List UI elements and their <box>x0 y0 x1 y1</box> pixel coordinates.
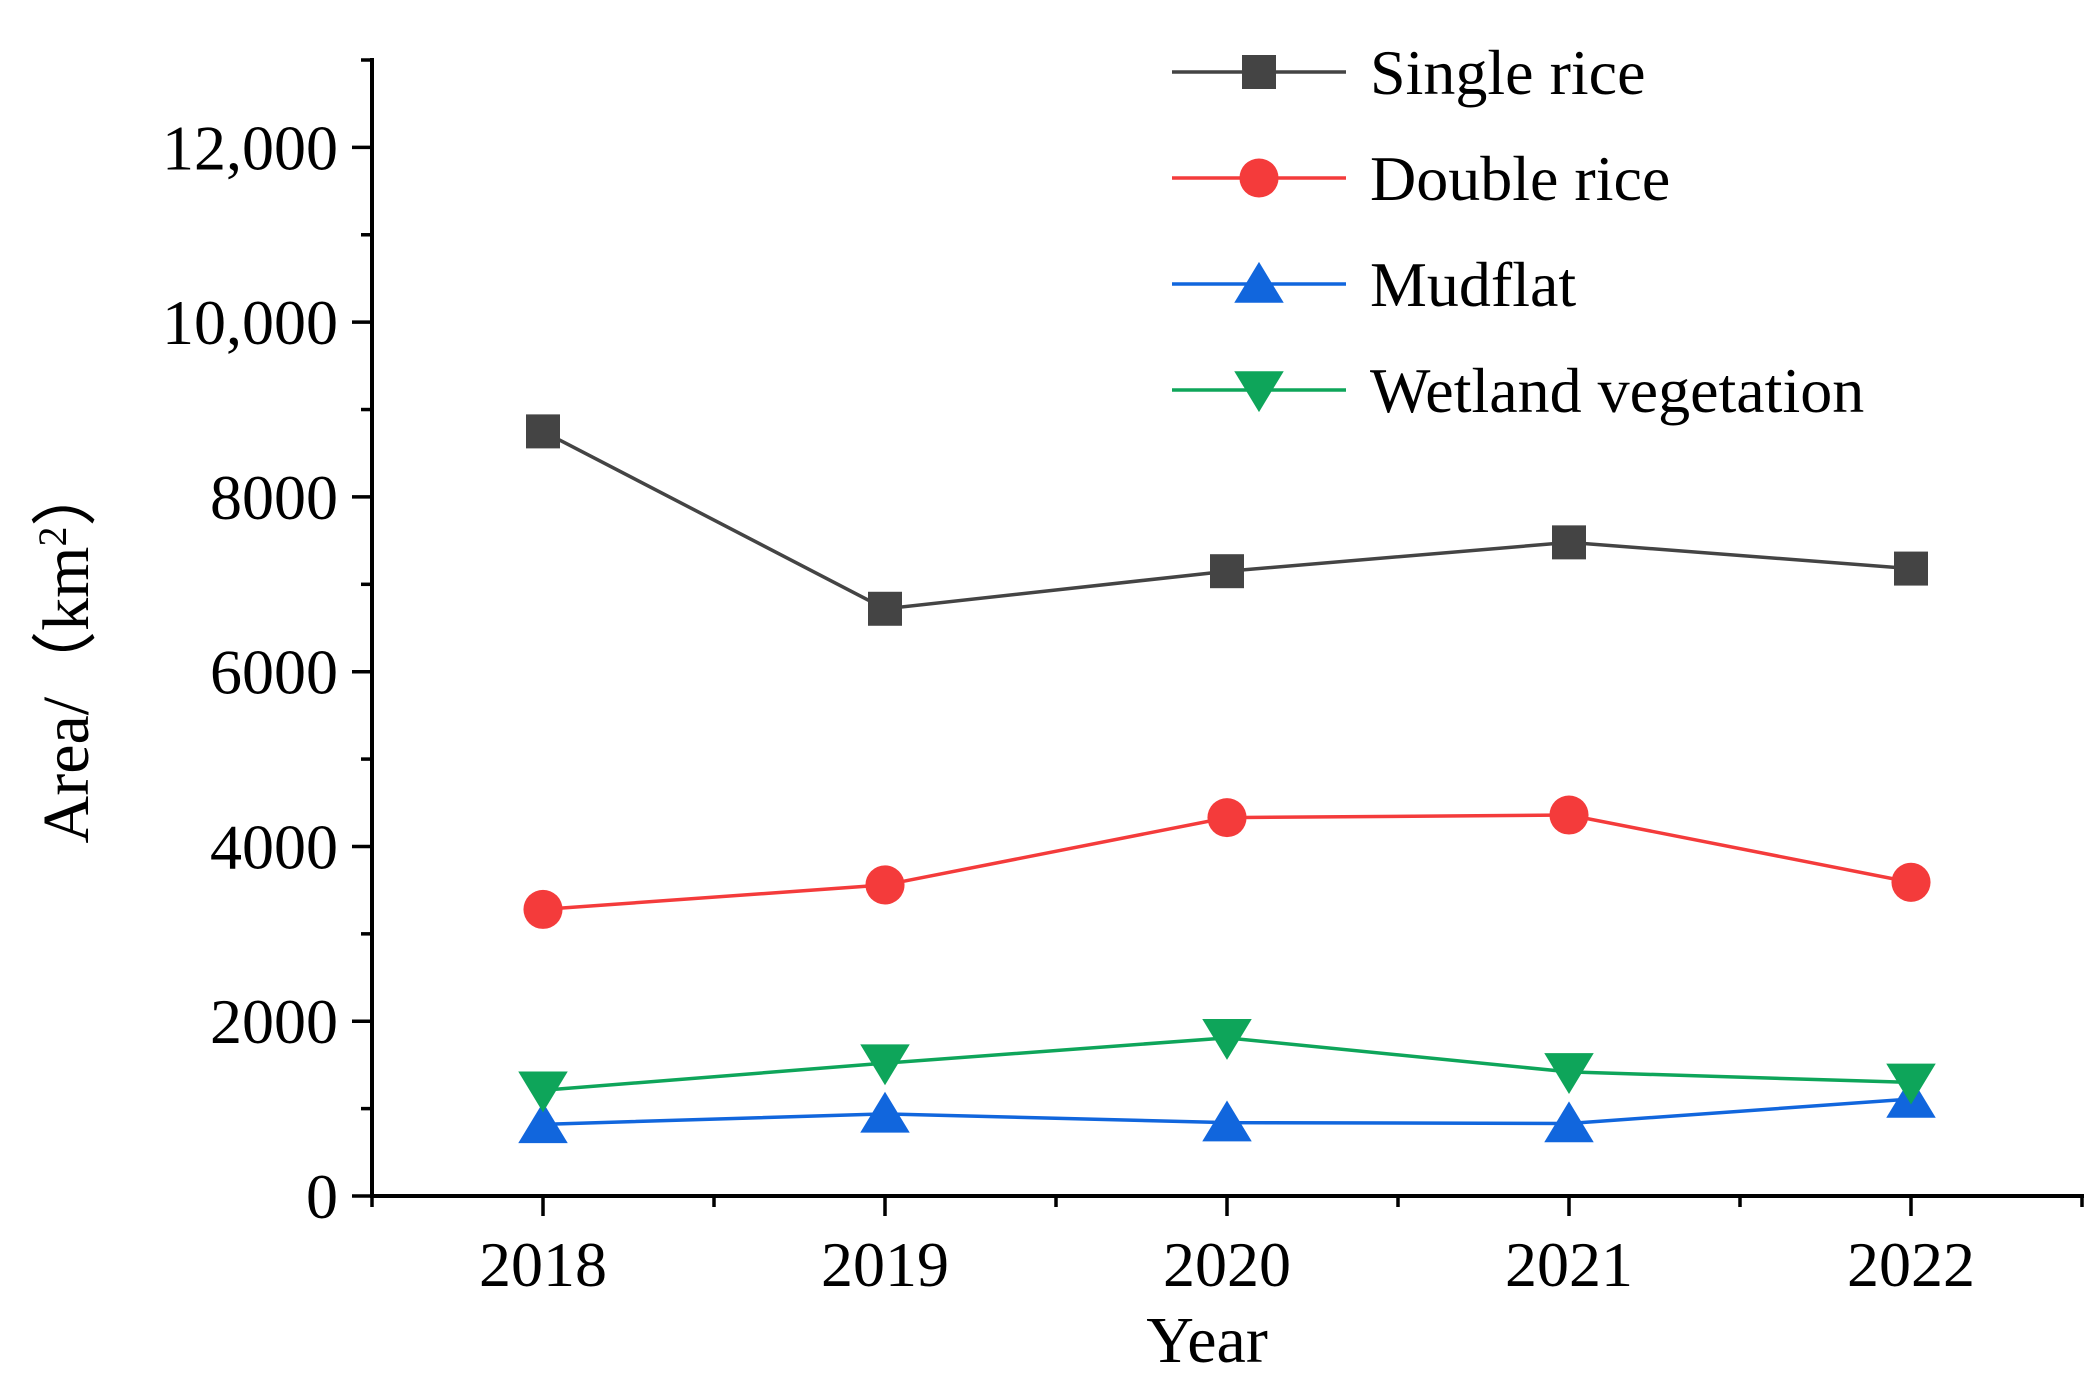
data-point <box>1202 1019 1252 1060</box>
legend-marker <box>1239 158 1279 198</box>
data-point <box>518 1102 568 1144</box>
y-tick-label: 6000 <box>210 637 338 708</box>
y-tick-label: 10,000 <box>162 287 338 358</box>
data-point <box>518 1071 568 1113</box>
y-tick-labels: 0 2000 4000 6000 8000 10,000 12,000 <box>162 112 338 1232</box>
legend-label: Mudflat <box>1370 249 1576 320</box>
y-tick-label: 2000 <box>210 986 338 1057</box>
y-axis-title-suffix: ） <box>30 461 103 527</box>
y-axis-title-superscript: 2 <box>30 527 75 547</box>
data-point <box>860 1091 910 1133</box>
y-axis-title: Area/（km2） <box>30 461 104 844</box>
x-tick-label: 2019 <box>821 1229 949 1300</box>
x-tick-labels: 2018 2019 2020 2021 2022 <box>479 1229 1975 1300</box>
x-tick-label: 2022 <box>1847 1229 1975 1300</box>
data-point <box>1891 862 1931 902</box>
y-tick-label: 0 <box>306 1161 338 1232</box>
y-tick-label: 12,000 <box>162 112 338 183</box>
x-tick-label: 2020 <box>1163 1229 1291 1300</box>
data-point <box>1894 551 1928 586</box>
y-tick-label: 8000 <box>210 462 338 533</box>
data-point <box>1549 795 1589 835</box>
data-point <box>1210 554 1244 589</box>
data-point <box>865 865 905 905</box>
legend-marker <box>1234 261 1284 303</box>
x-tick-label: 2021 <box>1505 1229 1633 1300</box>
legend-marker <box>1242 55 1276 89</box>
tick-marks <box>352 58 2084 1216</box>
data-point <box>1552 525 1586 560</box>
data-point <box>1544 1053 1594 1095</box>
legend: Single rice Double rice Mudflat Wetland veg… <box>1172 37 1864 426</box>
data-point <box>860 1044 910 1086</box>
data-point <box>1886 1063 1936 1105</box>
data-point <box>1544 1101 1594 1143</box>
x-tick-label: 2018 <box>479 1229 607 1300</box>
legend-label: Wetland vegetation <box>1370 355 1864 426</box>
data-point <box>523 889 563 929</box>
legend-marker <box>1234 371 1284 413</box>
data-point <box>526 414 560 449</box>
y-axis-title-main: Area/（km <box>30 547 103 844</box>
data-point <box>1202 1100 1252 1142</box>
x-axis-title: Year <box>1146 1304 1268 1377</box>
series-markers <box>518 414 1936 1144</box>
legend-label: Single rice <box>1370 37 1645 108</box>
data-point <box>868 591 902 626</box>
legend-label: Double rice <box>1370 143 1670 214</box>
data-point <box>1207 798 1247 838</box>
y-tick-label: 4000 <box>210 811 338 882</box>
